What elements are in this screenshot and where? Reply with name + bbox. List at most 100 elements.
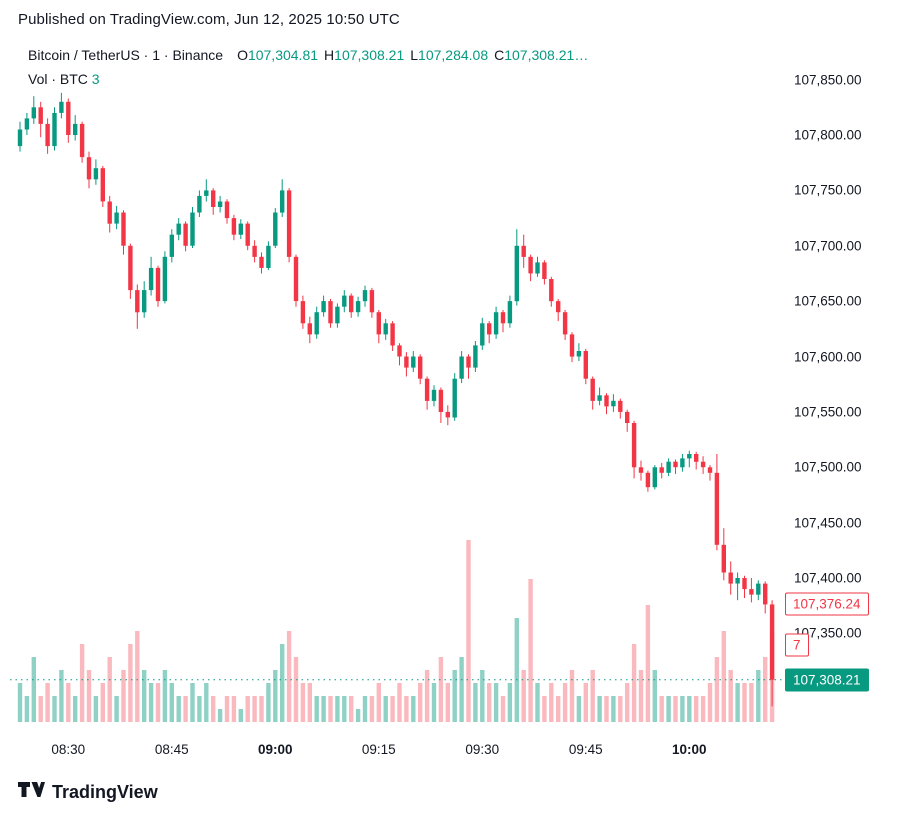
volume-bar	[114, 696, 119, 722]
candle-body	[597, 395, 602, 401]
ohlc-ellipsis: …	[574, 47, 589, 63]
candle-body	[487, 323, 492, 335]
volume-bar	[169, 683, 174, 722]
ohlc-low-label: L	[410, 47, 419, 63]
candle-body	[135, 290, 140, 313]
candle-body	[45, 123, 50, 147]
candle-body	[128, 245, 133, 291]
volume-bar	[742, 683, 747, 722]
price-marker-label: 107,376.24	[785, 592, 869, 616]
volume-bar	[176, 696, 181, 722]
volume-bar	[445, 683, 450, 722]
volume-bar	[86, 670, 92, 722]
volume-bar	[217, 709, 223, 722]
candle-body	[107, 201, 112, 224]
price-tick-label: 107,600.00	[794, 349, 862, 364]
volume-bar	[528, 579, 533, 722]
candle-body	[500, 312, 506, 324]
volume-bar	[763, 657, 768, 722]
volume-bar	[79, 644, 85, 722]
volume-bar	[38, 696, 43, 722]
candle-body	[355, 301, 361, 313]
volume-bar	[666, 696, 671, 722]
volume-bar	[100, 683, 105, 722]
volume-bar	[211, 696, 216, 722]
candle-body	[397, 345, 402, 357]
price-tick-label: 107,750.00	[794, 182, 862, 198]
volume-bar	[293, 657, 299, 722]
candle-body	[190, 212, 195, 246]
candle-body	[148, 267, 154, 291]
volume-bar	[273, 670, 278, 722]
candle-body	[452, 378, 457, 418]
candle-body	[576, 351, 582, 357]
last-price-label: 107,308.21	[785, 668, 869, 692]
volume-bar	[707, 683, 713, 722]
candle-body	[259, 256, 264, 268]
price-scale[interactable]: 107,850.00 107,800.00 107,750.00 107,700.00…	[782, 32, 895, 732]
volume-bar	[631, 644, 637, 722]
candle-body	[714, 472, 720, 545]
candle-body	[535, 262, 540, 274]
candle-body	[756, 583, 761, 595]
volume-bar	[480, 670, 485, 722]
volume-bar	[369, 696, 375, 722]
candle-body	[569, 334, 575, 357]
time-tick-label: 08:45	[154, 742, 189, 757]
volume-bar	[328, 696, 333, 722]
volume-bar	[376, 683, 381, 722]
ohlc-open-value: 107,304.81	[247, 47, 319, 63]
candle-body	[390, 323, 395, 346]
candle-body	[645, 472, 651, 488]
ohlc-high-value: 107,308.21	[334, 47, 405, 63]
volume-bar	[431, 683, 437, 722]
volume-bar	[321, 696, 326, 722]
candle-body	[300, 301, 306, 324]
volume-bar	[183, 696, 188, 722]
candle-body	[86, 157, 92, 180]
volume-bar	[576, 696, 582, 722]
candle-body	[507, 301, 513, 324]
volume-bar	[31, 657, 36, 722]
volume-bar	[728, 670, 733, 722]
candle-body	[721, 544, 726, 573]
volume-bar	[418, 683, 423, 722]
time-tick-label: 10:00	[672, 742, 707, 757]
volume-bar	[231, 696, 237, 722]
volume-bar	[17, 683, 23, 722]
candle-body	[314, 312, 319, 335]
volume-bar	[121, 670, 126, 722]
volume-bar	[307, 683, 312, 722]
time-scale[interactable]: 08:30 08:45 09:00 09:15 09:30 09:45 10:00	[10, 733, 782, 767]
symbol-legend-row: Bitcoin / TetherUS · 1 · Binance O107,304…	[28, 46, 588, 65]
candle-body	[217, 201, 223, 207]
volume-bar	[245, 696, 250, 722]
candle-body	[700, 461, 706, 468]
tradingview-brand[interactable]: TradingView	[18, 782, 158, 803]
candle-body	[728, 572, 733, 584]
volume-bar	[521, 670, 526, 722]
candle-body	[556, 301, 561, 313]
volume-bar	[673, 696, 678, 722]
candle-body	[625, 411, 630, 423]
volume-bar	[473, 683, 478, 722]
volume-bar	[659, 696, 664, 722]
volume-label: Vol · BTC	[28, 71, 88, 87]
time-tick-label: 09:15	[361, 742, 396, 757]
candle-body	[590, 378, 595, 401]
candle-body	[438, 389, 444, 412]
volume-bar	[355, 709, 361, 722]
candlestick-chart[interactable]	[10, 32, 782, 732]
volume-bar	[224, 696, 230, 722]
price-tick-label: 107,800.00	[794, 127, 862, 143]
volume-bar	[197, 696, 202, 722]
candle-body	[687, 454, 692, 459]
volume-bar	[314, 696, 319, 722]
price-tick-label: 107,500.00	[794, 459, 862, 475]
candle-body	[604, 395, 609, 407]
ohlc-close-value: 107,308.21	[504, 47, 575, 63]
price-tick-label: 107,450.00	[794, 515, 862, 531]
volume-bar	[300, 683, 306, 722]
volume-bar	[259, 696, 264, 722]
volume-bar	[252, 696, 257, 722]
